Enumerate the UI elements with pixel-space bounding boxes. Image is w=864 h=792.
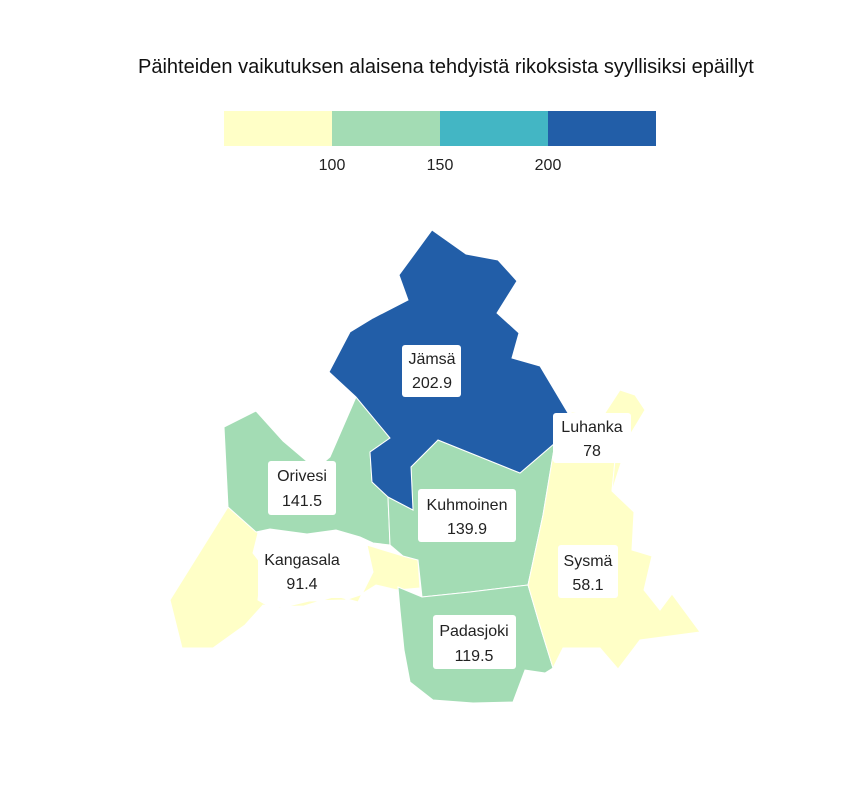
label-box-jamsa [402, 345, 461, 397]
label-name-orivesi: Orivesi [277, 468, 327, 485]
label-kuhmoinen: Kuhmoinen 139.9 [418, 489, 516, 542]
legend-tick-1: 100 [319, 157, 346, 174]
legend-tick-2: 150 [427, 157, 454, 174]
legend-swatch-4 [548, 111, 656, 146]
label-value-orivesi: 141.5 [282, 493, 322, 510]
label-name-kangasala: Kangasala [264, 552, 340, 569]
legend-tick-3: 200 [535, 157, 562, 174]
region-labels: Jämsä 202.9 Luhanka 78 Orivesi 141.5 Kuh… [258, 345, 631, 669]
label-padasjoki: Padasjoki 119.5 [433, 615, 516, 669]
label-box-orivesi [268, 461, 336, 515]
label-box-luhanka [553, 413, 631, 463]
label-box-padasjoki [433, 615, 516, 669]
label-jamsa: Jämsä 202.9 [402, 345, 461, 397]
map-title: Päihteiden vaikutuksen alaisena tehdyist… [138, 56, 754, 78]
label-name-luhanka: Luhanka [561, 419, 622, 436]
legend: 100 150 200 [224, 111, 656, 174]
label-sysma: Sysmä 58.1 [558, 545, 618, 598]
label-value-sysma: 58.1 [572, 577, 603, 594]
label-value-jamsa: 202.9 [412, 375, 452, 392]
label-luhanka: Luhanka 78 [553, 413, 631, 463]
label-value-kuhmoinen: 139.9 [447, 521, 487, 538]
label-box-kangasala [258, 545, 346, 598]
label-value-luhanka: 78 [583, 443, 601, 460]
label-box-kuhmoinen [418, 489, 516, 542]
label-orivesi: Orivesi 141.5 [268, 461, 336, 515]
legend-swatch-3 [440, 111, 548, 146]
label-name-padasjoki: Padasjoki [439, 623, 508, 640]
label-value-kangasala: 91.4 [286, 576, 317, 593]
legend-swatch-2 [332, 111, 440, 146]
label-kangasala: Kangasala 91.4 [258, 545, 346, 598]
label-name-jamsa: Jämsä [408, 351, 455, 368]
label-name-kuhmoinen: Kuhmoinen [427, 497, 508, 514]
label-name-sysma: Sysmä [564, 553, 613, 570]
legend-swatch-1 [224, 111, 332, 146]
label-box-sysma [558, 545, 618, 598]
label-value-padasjoki: 119.5 [455, 648, 494, 665]
